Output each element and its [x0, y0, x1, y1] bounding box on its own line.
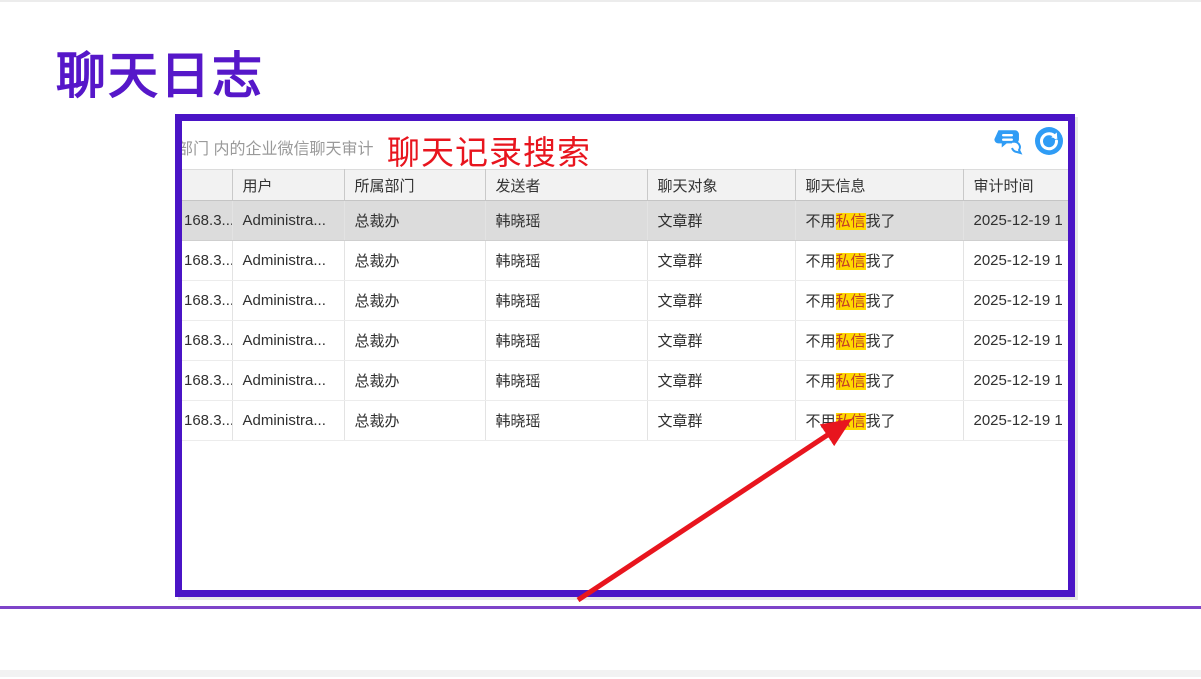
- search-highlight: 私信: [835, 373, 866, 390]
- ip-cell: 168.3...: [182, 360, 233, 401]
- ip-cell: 168.3...: [182, 320, 233, 361]
- user-cell: Administra...: [232, 360, 345, 401]
- slide-divider-line: [0, 606, 1201, 609]
- audit-time-cell: 2025-12-19 1: [963, 400, 1068, 441]
- ip-cell: 168.3...: [182, 400, 233, 441]
- search-highlight: 私信: [835, 333, 866, 350]
- chat-message-cell: 不用私信我了: [795, 200, 964, 241]
- column-header[interactable]: 审计时间: [963, 169, 1068, 201]
- department-cell: 总裁办: [344, 360, 486, 401]
- ip-cell: 168.3...: [182, 280, 233, 321]
- audit-time-cell: 2025-12-19 1: [963, 320, 1068, 361]
- user-cell: Administra...: [232, 200, 345, 241]
- table-row[interactable]: 168.3... Administra... 总裁办 韩晓瑶 文章群 不用私信我了 2025…: [182, 240, 1068, 281]
- department-cell: 总裁办: [344, 200, 486, 241]
- annotation-search-label: 聊天记录搜索: [387, 134, 591, 171]
- user-cell: Administra...: [232, 280, 345, 321]
- department-cell: 总裁办: [344, 280, 486, 321]
- chat-message-cell: 不用私信我了: [795, 320, 964, 361]
- sender-cell: 韩晓瑶: [485, 200, 648, 241]
- sender-cell: 韩晓瑶: [485, 280, 648, 321]
- chat-target-cell: 文章群: [647, 200, 796, 241]
- chat-target-cell: 文章群: [647, 280, 796, 321]
- department-cell: 总裁办: [344, 320, 486, 361]
- page-title: 聊天日志: [56, 48, 264, 104]
- slide-bottom-edge: [0, 670, 1201, 677]
- sender-cell: 韩晓瑶: [485, 400, 648, 441]
- chat-message-cell: 不用私信我了: [795, 280, 964, 321]
- department-cell: 总裁办: [344, 400, 486, 441]
- audit-toolbar: 部门 内的企业微信聊天审计 聊天记录搜索: [182, 121, 1068, 171]
- chat-target-cell: 文章群: [647, 360, 796, 401]
- ip-cell: 168.3...: [182, 240, 233, 281]
- table-row[interactable]: 168.3... Administra... 总裁办 韩晓瑶 文章群 不用私信我了 2025…: [182, 400, 1068, 441]
- audit-panel-frame: 部门 内的企业微信聊天审计 聊天记录搜索 用户 所属部门 发送者: [175, 114, 1075, 597]
- column-header[interactable]: 发送者: [485, 169, 648, 201]
- chat-target-cell: 文章群: [647, 240, 796, 281]
- table-row[interactable]: 168.3... Administra... 总裁办 韩晓瑶 文章群 不用私信我了 2025…: [182, 320, 1068, 361]
- table-row[interactable]: 168.3... Administra... 总裁办 韩晓瑶 文章群 不用私信我了 2025…: [182, 280, 1068, 321]
- column-header[interactable]: 所属部门: [344, 169, 486, 201]
- user-cell: Administra...: [232, 400, 345, 441]
- sender-cell: 韩晓瑶: [485, 240, 648, 281]
- user-cell: Administra...: [232, 240, 345, 281]
- search-highlight: 私信: [835, 413, 866, 430]
- chat-audit-table: 用户 所属部门 发送者 聊天对象 聊天信息 审计时间 168.3... Administra…: [182, 169, 1068, 441]
- audit-time-cell: 2025-12-19 1: [963, 280, 1068, 321]
- chat-target-cell: 文章群: [647, 400, 796, 441]
- user-cell: Administra...: [232, 320, 345, 361]
- table-header-row: 用户 所属部门 发送者 聊天对象 聊天信息 审计时间: [182, 169, 1068, 201]
- ip-cell: 168.3...: [182, 200, 233, 241]
- audit-time-cell: 2025-12-19 1: [963, 200, 1068, 241]
- breadcrumb: 部门 内的企业微信聊天审计: [177, 141, 374, 158]
- audit-time-cell: 2025-12-19 1: [963, 360, 1068, 401]
- table-row[interactable]: 168.3... Administra... 总裁办 韩晓瑶 文章群 不用私信我了 2025…: [182, 200, 1068, 241]
- chat-message-cell: 不用私信我了: [795, 360, 964, 401]
- search-highlight: 私信: [835, 253, 866, 270]
- toolbar-icons: [994, 126, 1064, 156]
- column-header[interactable]: 用户: [232, 169, 345, 201]
- sender-cell: 韩晓瑶: [485, 360, 648, 401]
- sender-cell: 韩晓瑶: [485, 320, 648, 361]
- column-header[interactable]: 聊天信息: [795, 169, 964, 201]
- table-row[interactable]: 168.3... Administra... 总裁办 韩晓瑶 文章群 不用私信我了 2025…: [182, 360, 1068, 401]
- chat-target-cell: 文章群: [647, 320, 796, 361]
- chat-message-cell: 不用私信我了: [795, 240, 964, 281]
- audit-time-cell: 2025-12-19 1: [963, 240, 1068, 281]
- search-highlight: 私信: [835, 213, 866, 230]
- column-header[interactable]: [182, 169, 233, 201]
- column-header[interactable]: 聊天对象: [647, 169, 796, 201]
- department-cell: 总裁办: [344, 240, 486, 281]
- chat-message-cell: 不用私信我了: [795, 400, 964, 441]
- search-highlight: 私信: [835, 293, 866, 310]
- chat-audit-icon[interactable]: [994, 126, 1024, 156]
- refresh-icon[interactable]: [1034, 126, 1064, 156]
